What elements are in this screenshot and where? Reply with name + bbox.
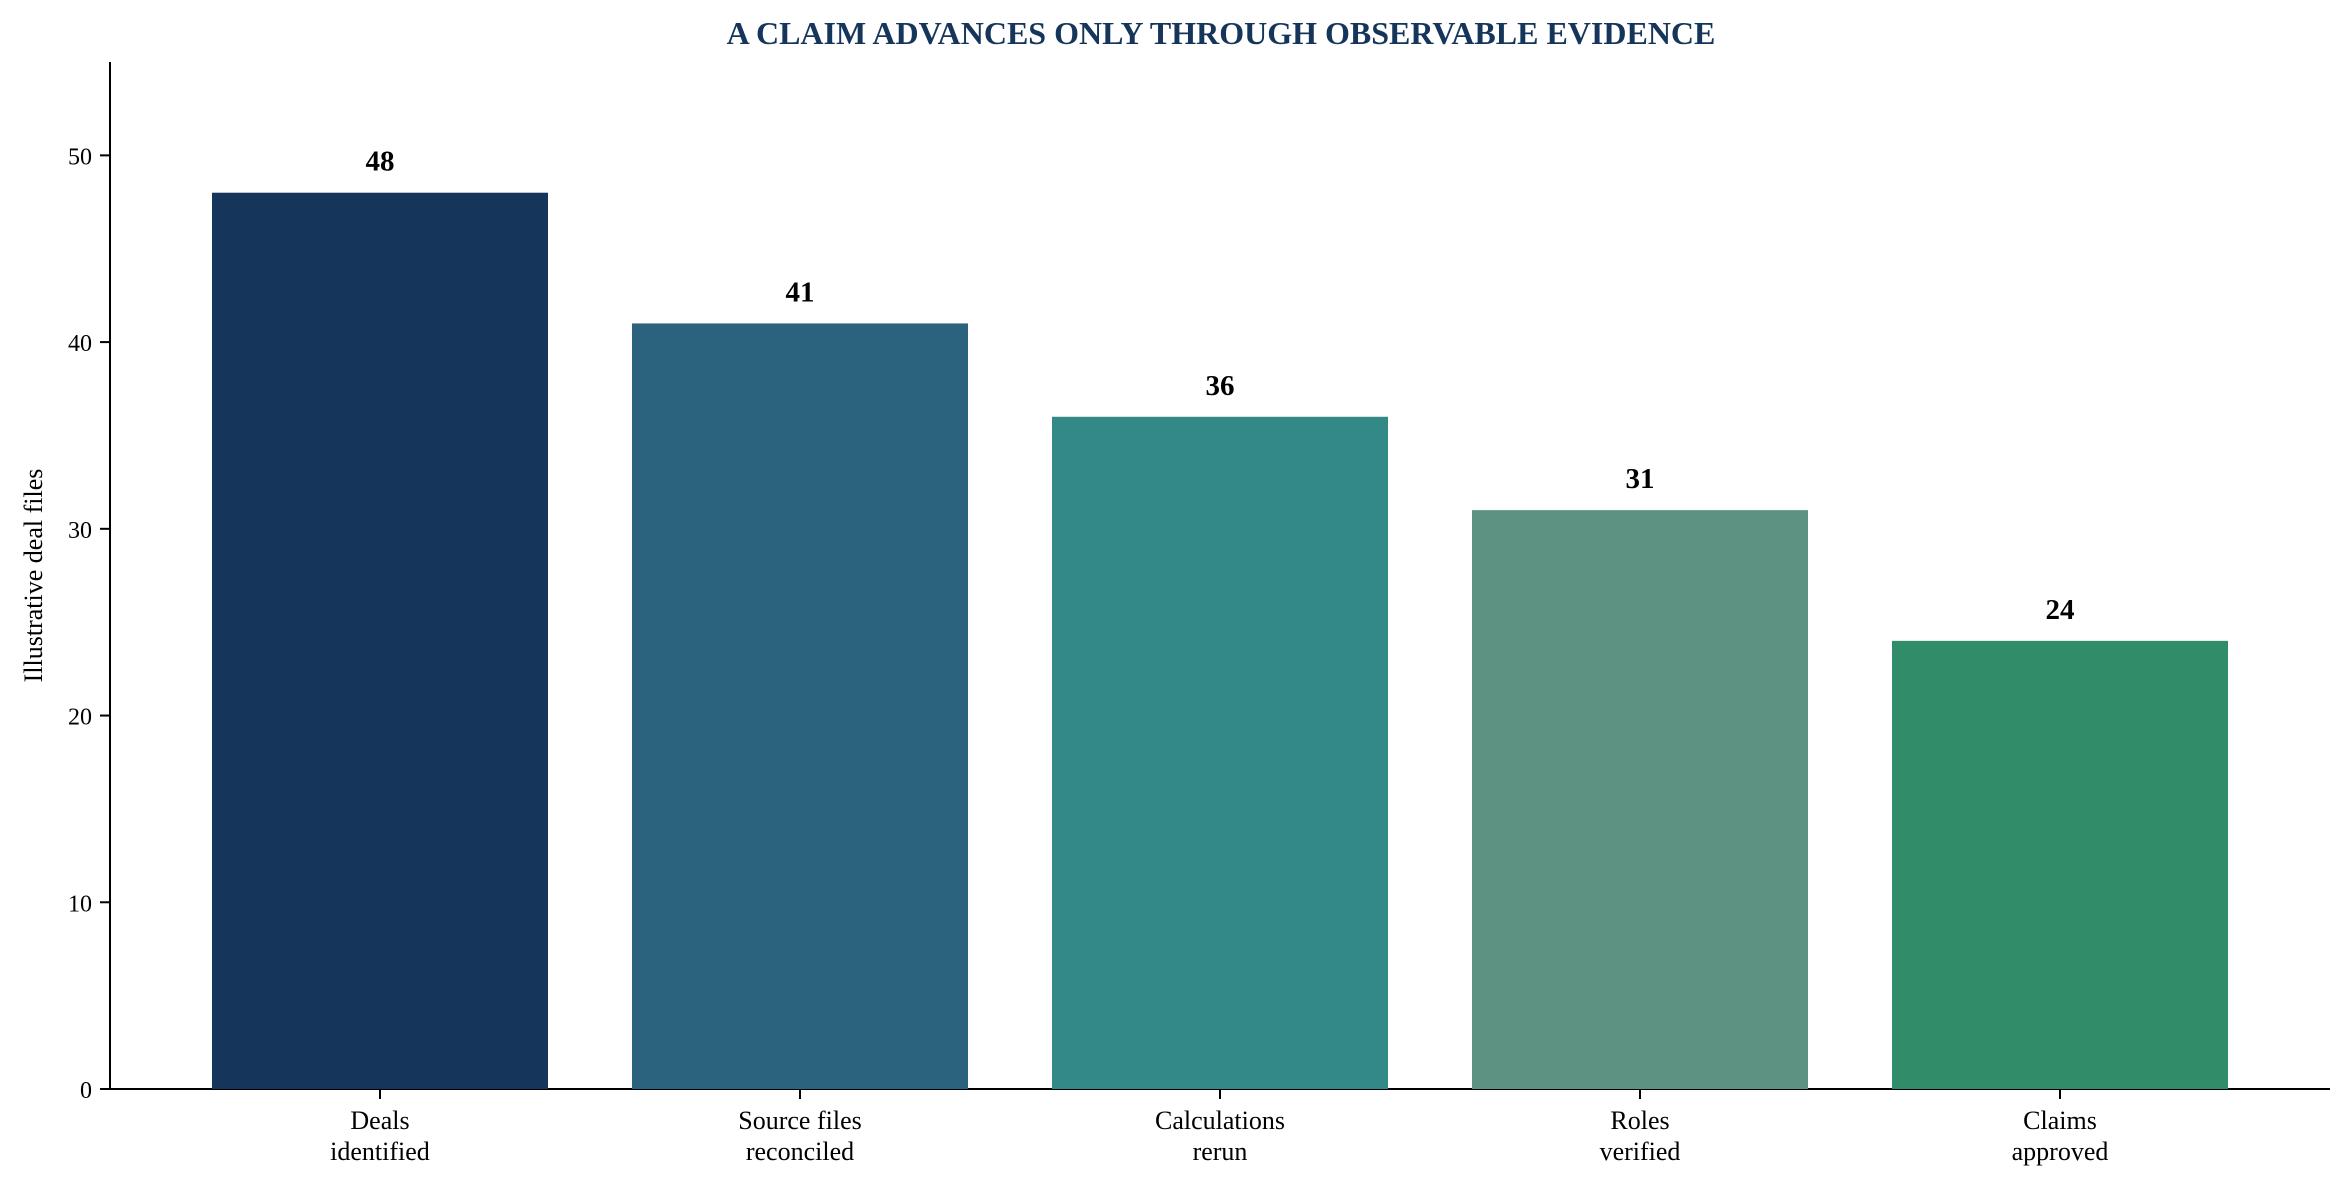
bar-value-label: 48	[366, 146, 395, 178]
y-tick-label: 0	[80, 1078, 92, 1104]
bar	[212, 192, 548, 1089]
x-tick-label: Deals identified	[330, 1106, 430, 1166]
x-tick-label: Source files reconciled	[738, 1106, 861, 1166]
x-tick-label: Calculations rerun	[1155, 1106, 1285, 1166]
chart-title: A CLAIM ADVANCES ONLY THROUGH OBSERVABLE…	[727, 15, 1716, 51]
bar-value-label: 31	[1626, 463, 1655, 495]
bar	[1472, 510, 1808, 1089]
bar	[1892, 640, 2228, 1089]
bar-value-label: 24	[2046, 594, 2075, 626]
bar	[632, 323, 968, 1089]
plot-area: 0 10 20 30 40 50 Illustrative deal files 48 Deal…	[19, 62, 2330, 1166]
y-tick-label: 10	[68, 891, 92, 917]
bar	[1052, 416, 1388, 1089]
bar-value-label: 36	[1206, 370, 1235, 402]
y-tick-label: 20	[68, 705, 92, 731]
x-tick-label: Roles verified	[1600, 1106, 1681, 1166]
y-tick-label: 30	[68, 518, 92, 544]
y-axis-label: Illustrative deal files	[19, 469, 48, 683]
bar-value-label: 41	[786, 276, 815, 308]
y-tick-label: 50	[68, 144, 92, 170]
x-tick-label: Claims approved	[2012, 1106, 2109, 1166]
y-tick-label: 40	[68, 331, 92, 357]
